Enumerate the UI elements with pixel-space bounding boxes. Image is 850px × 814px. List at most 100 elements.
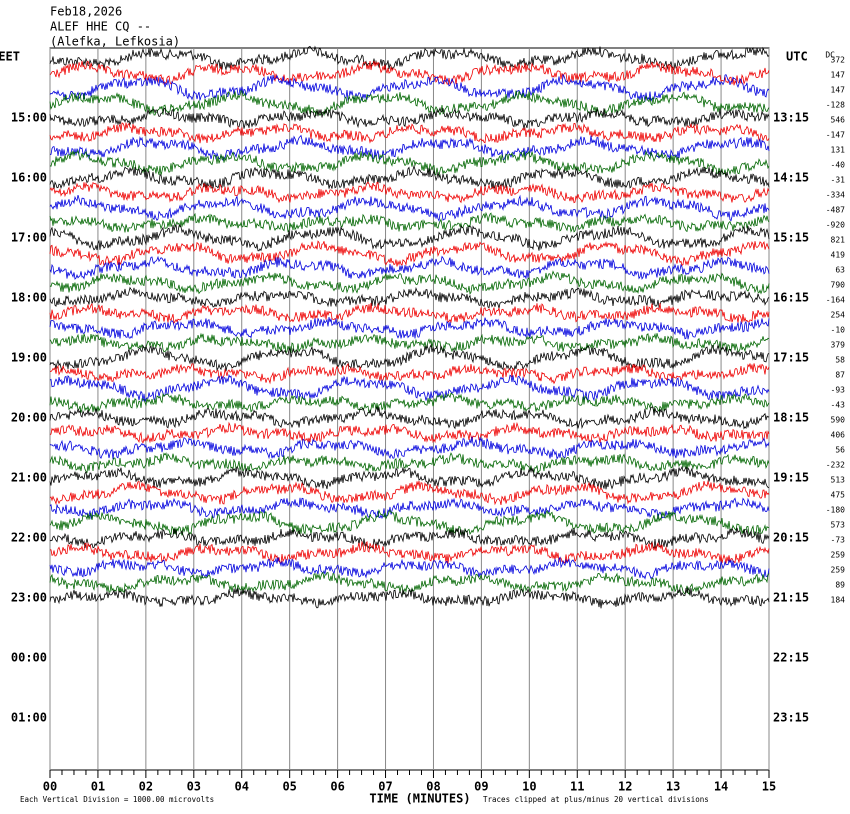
trace xyxy=(49,436,770,460)
x-tick-label: 08 xyxy=(426,780,440,794)
trace xyxy=(49,527,770,550)
dc-offset: 56 xyxy=(835,446,845,455)
x-tick-label: 12 xyxy=(618,780,632,794)
x-tick-label: 02 xyxy=(139,780,153,794)
trace xyxy=(49,302,770,325)
trace xyxy=(49,421,770,444)
left-time-label: 18:00 xyxy=(11,291,47,305)
dc-offset: 475 xyxy=(831,491,846,500)
right-time-label: 21:15 xyxy=(773,591,809,605)
left-time-label: 00:00 xyxy=(11,651,47,665)
dc-offset: 406 xyxy=(831,431,846,440)
trace xyxy=(49,392,770,414)
footer-clip: Traces clipped at plus/minus 20 vertical… xyxy=(483,795,709,804)
date: Feb18,2026 xyxy=(50,5,122,19)
dc-offset: 379 xyxy=(831,341,846,350)
x-tick-label: 10 xyxy=(522,780,536,794)
trace xyxy=(49,363,770,385)
left-time-label: 16:00 xyxy=(11,171,47,185)
dc-offset: 419 xyxy=(831,251,846,260)
trace xyxy=(49,405,770,430)
right-time-label: 23:15 xyxy=(773,711,809,725)
trace xyxy=(49,479,770,506)
trace xyxy=(49,194,770,222)
x-tick-label: 01 xyxy=(91,780,105,794)
dc-offset: -180 xyxy=(826,506,845,515)
trace xyxy=(49,134,770,162)
trace xyxy=(49,181,770,204)
trace xyxy=(49,73,770,103)
traces xyxy=(49,45,770,609)
trace xyxy=(49,373,770,402)
dc-offset: -334 xyxy=(826,191,845,200)
dc-offset: 513 xyxy=(831,476,846,485)
dc-offset: 89 xyxy=(835,581,845,590)
dc-offset: -487 xyxy=(826,206,845,215)
right-time-label: 20:15 xyxy=(773,531,809,545)
dc-offset: -73 xyxy=(831,536,846,545)
trace xyxy=(49,60,770,86)
dc-offset: 184 xyxy=(831,596,846,605)
dc-offset: -43 xyxy=(831,401,846,410)
left-time-label: 22:00 xyxy=(11,531,47,545)
grid: 00 01 02 03 04 05 06 07 08 09 10 11 12 13 14 15 15:00 16:… xyxy=(11,48,845,794)
trace xyxy=(49,497,770,520)
dc-offset: 147 xyxy=(831,86,846,95)
trace xyxy=(49,343,770,372)
right-axis-label: UTC xyxy=(786,50,808,64)
left-time-label: 21:00 xyxy=(11,471,47,485)
dc-offset: 259 xyxy=(831,551,846,560)
trace xyxy=(49,45,770,71)
dc-offset: -164 xyxy=(826,296,845,305)
station: ALEF HHE CQ -- xyxy=(50,20,151,34)
trace xyxy=(49,508,770,537)
trace xyxy=(49,286,770,309)
trace xyxy=(49,270,770,295)
x-tick-label: 06 xyxy=(330,780,344,794)
trace xyxy=(49,586,770,609)
left-time-label: 19:00 xyxy=(11,351,47,365)
location: (Alefka, Lefkosia) xyxy=(50,35,180,49)
dc-offset: 87 xyxy=(835,371,845,380)
dc-offset: -31 xyxy=(831,176,846,185)
right-time-label: 18:15 xyxy=(773,411,809,425)
dc-offset: 821 xyxy=(831,236,846,245)
trace xyxy=(49,465,770,490)
trace xyxy=(49,571,770,595)
trace xyxy=(49,332,770,355)
trace xyxy=(49,149,770,177)
dc-offset: -920 xyxy=(826,221,845,230)
x-tick-label: 03 xyxy=(187,780,201,794)
dc-offset: -10 xyxy=(831,326,846,335)
trace xyxy=(49,255,770,280)
dc-offset: 259 xyxy=(831,566,846,575)
dc-label: DC xyxy=(825,51,835,60)
dc-offset: 573 xyxy=(831,521,846,530)
dc-offset: 590 xyxy=(831,416,846,425)
trace xyxy=(49,106,770,129)
x-axis-label: TIME (MINUTES) xyxy=(369,792,470,806)
left-axis-label: EET xyxy=(0,50,20,64)
trace xyxy=(49,240,770,267)
left-time-label: 01:00 xyxy=(11,711,47,725)
dc-offset: -232 xyxy=(826,461,845,470)
x-tick-label: 05 xyxy=(282,780,296,794)
trace xyxy=(49,122,770,144)
left-time-label: 20:00 xyxy=(11,411,47,425)
trace xyxy=(49,90,770,117)
trace xyxy=(49,452,770,474)
x-tick-label: 00 xyxy=(43,780,57,794)
dc-offset: -147 xyxy=(826,131,845,140)
right-time-label: 15:15 xyxy=(773,231,809,245)
left-time-label: 23:00 xyxy=(11,591,47,605)
trace xyxy=(49,223,770,252)
trace xyxy=(49,317,770,340)
x-tick-label: 11 xyxy=(570,780,584,794)
trace xyxy=(49,211,770,233)
dc-offset: 790 xyxy=(831,281,846,290)
right-time-label: 17:15 xyxy=(773,351,809,365)
x-tick-label: 09 xyxy=(474,780,488,794)
left-time-label: 15:00 xyxy=(11,111,47,125)
dc-offset: -40 xyxy=(831,161,846,170)
